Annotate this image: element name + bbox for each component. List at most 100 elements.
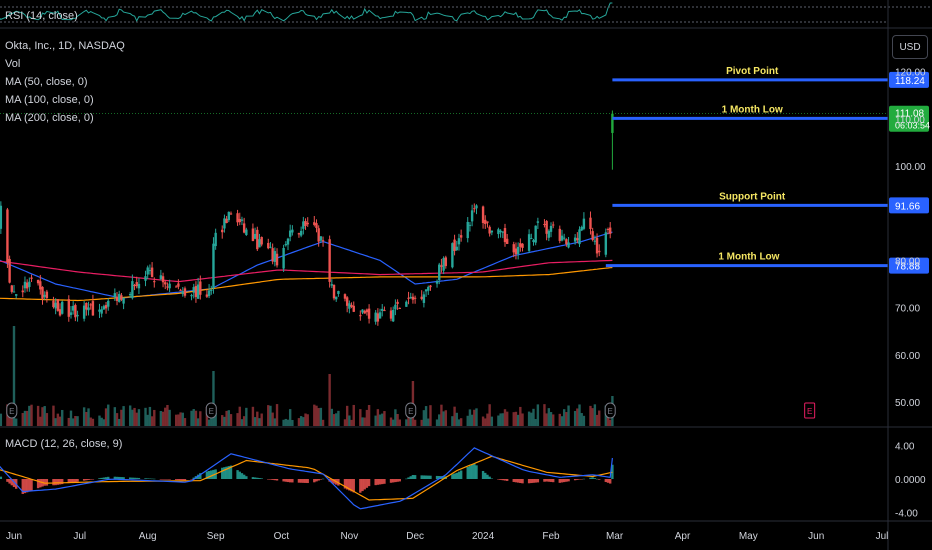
macd-histogram-bar — [6, 479, 9, 482]
macd-histogram-bar — [273, 479, 277, 481]
macd-histogram-bar — [58, 479, 62, 485]
volume-bar — [547, 408, 551, 426]
candle-body — [578, 229, 581, 245]
volume-bar — [153, 409, 156, 426]
volume-bar — [374, 415, 377, 426]
candle-body — [378, 312, 382, 319]
volume-bar — [85, 411, 88, 426]
volume-bar — [137, 409, 141, 426]
macd-histogram-bar — [319, 479, 323, 480]
macd-histogram-bar — [144, 478, 147, 479]
macd-histogram-bar — [82, 479, 86, 481]
macd-histogram-bar — [133, 477, 136, 479]
macd-signal-line — [0, 455, 613, 501]
macd-histogram-bar — [473, 463, 476, 479]
level-price-box — [889, 197, 929, 214]
macd-histogram-bar — [497, 479, 500, 480]
candle-body — [549, 225, 553, 232]
macd-histogram-bar — [61, 479, 64, 485]
macd-histogram-bar — [69, 479, 73, 483]
candle-body — [352, 305, 355, 312]
candle-body — [245, 229, 248, 235]
volume-bar — [486, 413, 489, 426]
candle-body — [567, 242, 570, 248]
volume-bar — [560, 416, 564, 426]
macd-histogram-bar — [411, 475, 415, 479]
macd-histogram-bar — [54, 479, 57, 486]
macd-legend[interactable]: MACD (12, 26, close, 9) — [5, 438, 123, 450]
macd-histogram-bar — [271, 479, 274, 480]
candle-body — [319, 236, 323, 241]
volume-bar — [361, 417, 364, 426]
candle-body — [576, 238, 579, 241]
macd-histogram-bar — [28, 479, 31, 492]
macd-histogram-bar — [30, 479, 33, 491]
candle-body — [470, 210, 474, 222]
volume-bar — [328, 374, 331, 426]
volume-bar — [457, 419, 461, 426]
macd-histogram-bar — [91, 479, 95, 480]
macd-histogram-bar — [359, 479, 362, 493]
volume-bar — [221, 415, 224, 426]
ma200-legend[interactable]: MA (200, close, 0) — [5, 112, 94, 124]
volume-bar — [282, 419, 285, 426]
volume-bar — [422, 410, 426, 426]
macd-histogram-bar — [567, 479, 570, 482]
candle-body — [43, 294, 46, 297]
volume-bar — [473, 409, 476, 426]
candle-body — [306, 222, 309, 225]
volume-bar — [196, 418, 200, 426]
candle-body — [166, 286, 169, 288]
candle-body — [486, 221, 489, 223]
macd-histogram-bar — [552, 479, 555, 483]
volume-bar — [363, 417, 366, 426]
macd-pane: 4.00 0.0000 -4.00 — [0, 441, 926, 520]
candle-body — [424, 289, 428, 292]
candle-body — [102, 306, 106, 310]
ma100-legend[interactable]: MA (100, close, 0) — [5, 94, 94, 106]
rsi-legend[interactable]: RSI (14, close) — [5, 10, 78, 22]
earnings-marker-letter: E — [9, 407, 14, 416]
volume-bar — [562, 409, 566, 426]
candle-body — [367, 308, 371, 319]
candle-body — [405, 301, 408, 307]
candle-body — [8, 258, 11, 283]
candle-body — [282, 247, 285, 269]
volume-bar — [591, 408, 594, 426]
volume-legend[interactable]: Vol — [5, 58, 21, 70]
volume-bar — [183, 418, 187, 426]
volume-bar — [532, 408, 535, 426]
volume-bar — [194, 410, 198, 426]
macd-histogram-bar — [361, 479, 364, 492]
currency-button[interactable]: USD — [892, 35, 928, 59]
macd-histogram-bar — [394, 479, 397, 483]
volume-bar — [21, 413, 24, 426]
macd-histogram-bar — [348, 479, 351, 491]
candle-body — [115, 296, 119, 301]
candle-body — [242, 223, 246, 233]
candle-body — [376, 313, 380, 322]
macd-histogram-bar — [516, 479, 520, 483]
level-label: Pivot Point — [726, 66, 779, 77]
earnings-marker-letter: E — [807, 407, 812, 416]
macd-histogram-bar — [591, 477, 594, 479]
candle-body — [611, 113, 614, 133]
volume-bar — [256, 411, 259, 426]
macd-histogram-bar — [192, 477, 195, 479]
volume-bar — [545, 413, 548, 426]
candle-body — [304, 221, 307, 226]
symbol-title[interactable]: Okta, Inc., 1D, NASDAQ — [5, 40, 125, 52]
volume-bar — [313, 404, 316, 426]
candle-body — [451, 243, 454, 268]
macd-histogram-bar — [611, 464, 614, 479]
volume-bar — [451, 416, 454, 426]
ma50-legend[interactable]: MA (50, close, 0) — [5, 76, 88, 88]
candle-body — [499, 230, 502, 233]
macd-histogram-bar — [304, 479, 307, 483]
candle-body — [190, 295, 193, 297]
candle-body — [591, 231, 594, 241]
macd-histogram-bar — [52, 479, 55, 486]
macd-histogram-bar — [503, 479, 507, 481]
